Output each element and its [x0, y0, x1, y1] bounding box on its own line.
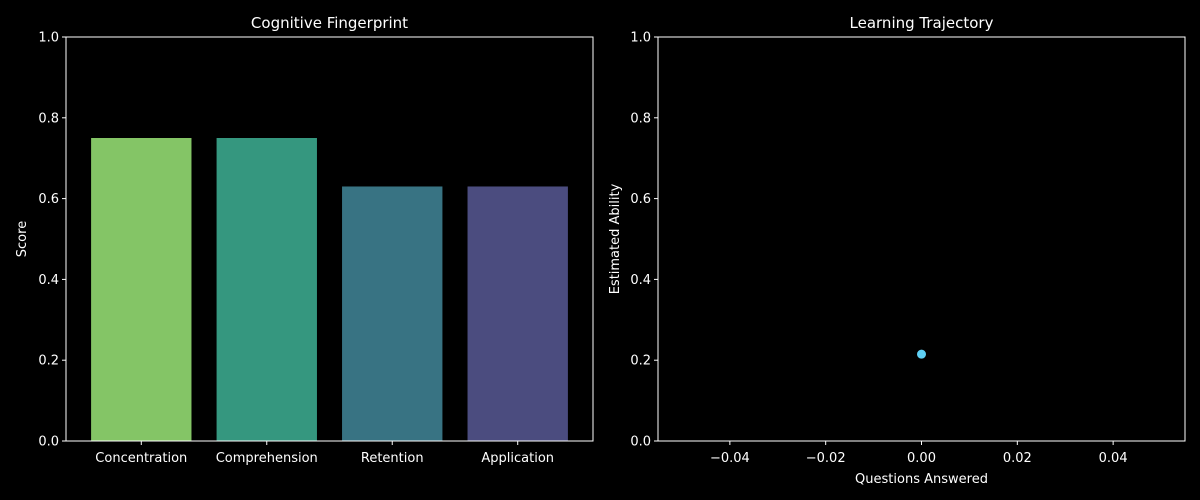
cognitive-fingerprint-chart: Cognitive Fingerprint Score 0.0 0.2 0.4 0.6… — [15, 14, 594, 466]
x-tick-label: Comprehension — [216, 451, 318, 466]
y-tick-label: 0.4 — [630, 273, 651, 288]
y-tick-label: 1.0 — [38, 31, 59, 46]
bar-retention — [342, 186, 443, 441]
y-tick-label: 0.8 — [630, 111, 651, 126]
x-tick-label: 0.00 — [907, 451, 936, 466]
chart-title: Cognitive Fingerprint — [251, 14, 408, 32]
x-tick-label: Application — [481, 451, 554, 466]
data-point — [917, 349, 926, 359]
y-axis-label: Estimated Ability — [608, 183, 623, 294]
y-tick-label: 0.2 — [38, 354, 59, 369]
plot-frame — [657, 36, 1186, 442]
x-tick-label: Concentration — [95, 451, 187, 466]
x-tick-label: −0.04 — [710, 451, 750, 466]
bar-concentration — [91, 138, 192, 441]
y-tick-label: 1.0 — [630, 31, 651, 46]
y-tick-label: 0.2 — [630, 354, 651, 369]
x-tick-label: 0.02 — [1003, 451, 1032, 466]
bar-group — [91, 138, 568, 441]
y-tick-label: 0.0 — [630, 435, 651, 450]
point-group — [917, 349, 926, 359]
y-tick-label: 0.4 — [38, 273, 59, 288]
x-tick-label: Retention — [361, 451, 424, 466]
x-axis-label: Questions Answered — [855, 472, 988, 487]
plot-frame — [65, 36, 594, 442]
x-tick-label: 0.04 — [1099, 451, 1128, 466]
y-tick-label: 0.6 — [630, 192, 651, 207]
bar-comprehension — [216, 138, 317, 441]
y-axis-label: Score — [15, 221, 30, 257]
y-tick-group: 0.0 0.2 0.4 0.6 0.8 1.0 — [630, 31, 658, 450]
y-tick-group: 0.0 0.2 0.4 0.6 0.8 1.0 — [38, 31, 66, 450]
x-tick-label: −0.02 — [806, 451, 846, 466]
y-tick-label: 0.8 — [38, 111, 59, 126]
y-tick-label: 0.0 — [38, 435, 59, 450]
bar-application — [467, 186, 568, 441]
chart-title: Learning Trajectory — [850, 14, 994, 32]
x-tick-group: Concentration Comprehension Retention Appli… — [95, 441, 554, 466]
x-tick-group: −0.04 −0.02 0.00 0.02 0.04 — [710, 441, 1128, 466]
y-tick-label: 0.6 — [38, 192, 59, 207]
learning-trajectory-chart: Learning Trajectory Estimated Ability Qu… — [608, 14, 1186, 487]
